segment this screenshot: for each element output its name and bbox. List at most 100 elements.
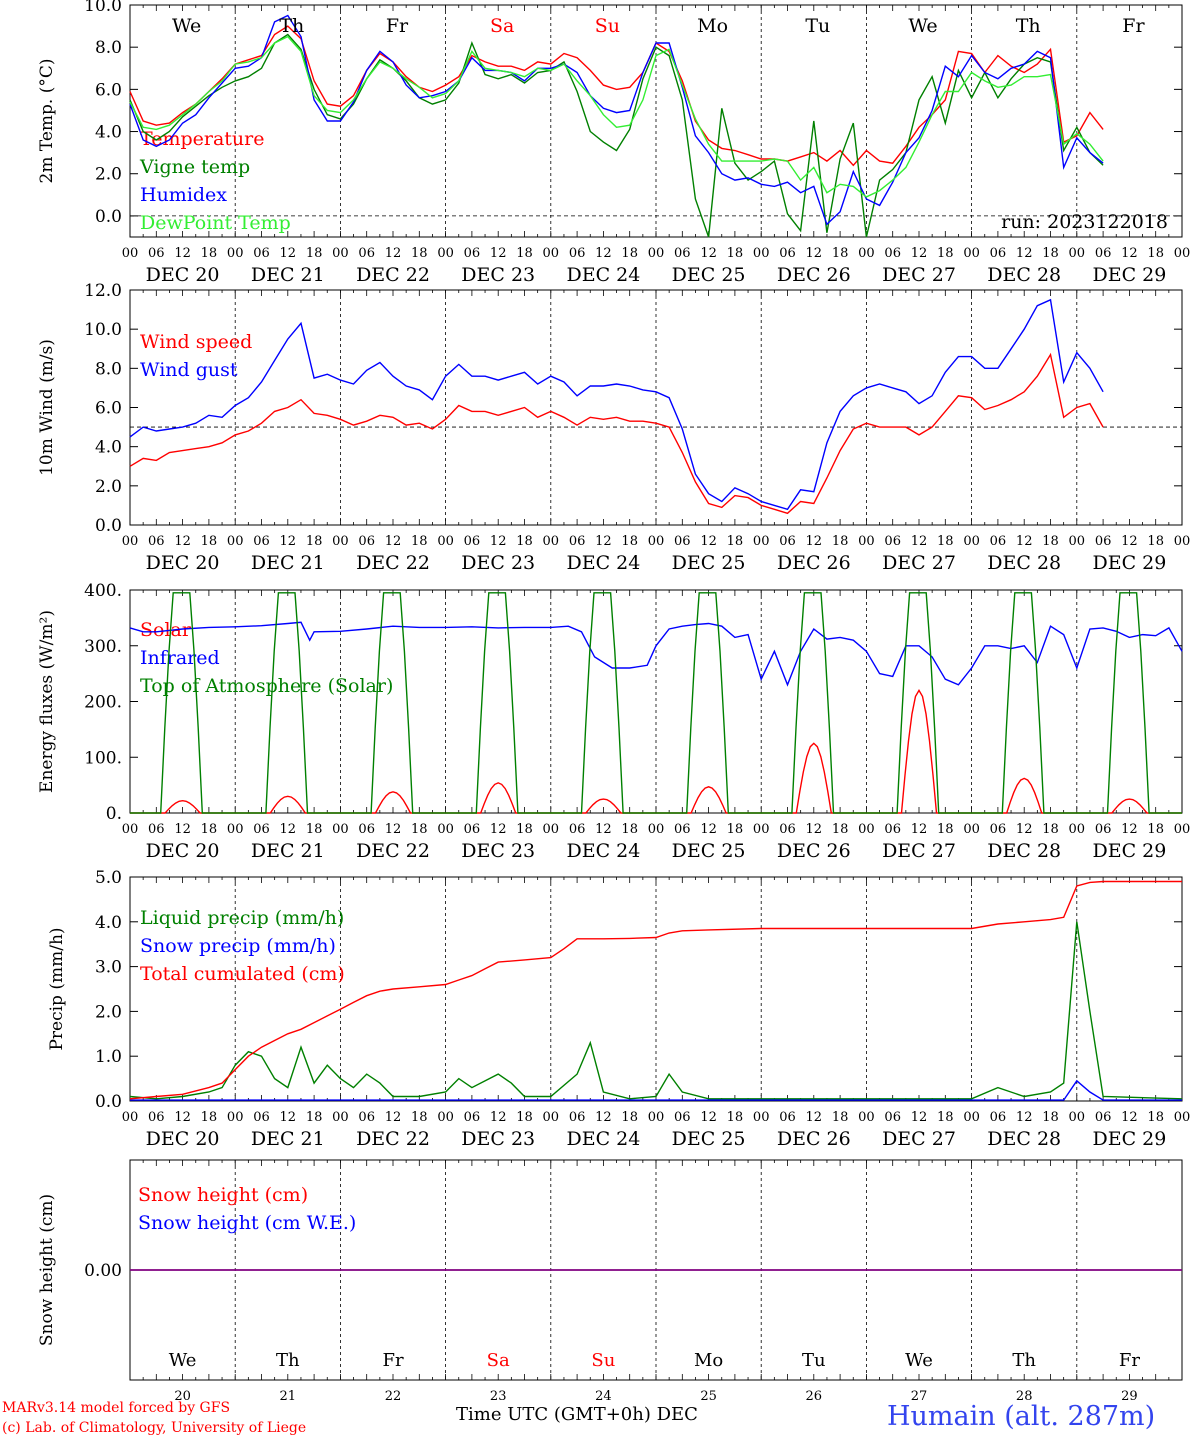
hour-tick-label: 00 (648, 822, 665, 837)
y-tick-label: 10.0 (84, 0, 122, 16)
y-tick-label: 6.0 (95, 399, 122, 419)
hour-tick-label: 06 (358, 822, 375, 837)
series-line-liquid-precip-mm-h (129, 921, 1183, 1100)
hour-tick-label: 12 (385, 534, 402, 549)
hour-tick-label: 00 (543, 1110, 560, 1125)
hour-tick-label: 06 (569, 1110, 586, 1125)
hour-tick-label: 00 (963, 534, 980, 549)
hour-tick-label: 18 (937, 534, 954, 549)
hour-tick-label: 18 (621, 246, 638, 261)
hour-tick-label: 06 (779, 822, 796, 837)
legend-snow-height-cm: Snow height (cm) (138, 1184, 308, 1206)
hour-tick-label: 12 (595, 246, 612, 261)
day-of-week-label: Su (595, 15, 620, 37)
hour-tick-label: 18 (832, 822, 849, 837)
legend-snow-precip-mm-h: Snow precip (mm/h) (140, 935, 336, 957)
hour-tick-label: 12 (280, 822, 297, 837)
hour-tick-label: 00 (122, 534, 139, 549)
hour-tick-label: 12 (1121, 1110, 1138, 1125)
hour-tick-label: 00 (858, 822, 875, 837)
hour-tick-label: 06 (358, 534, 375, 549)
y-tick-label: 2.0 (95, 477, 122, 497)
y-tick-label: 2.0 (95, 165, 122, 185)
date-label: DEC 29 (1092, 1128, 1166, 1150)
day-of-week-label: Th (1016, 15, 1041, 37)
hour-tick-label: 00 (648, 534, 665, 549)
y-tick-label: 8.0 (95, 359, 122, 379)
day-number-label: 25 (700, 1389, 717, 1404)
hour-tick-label: 06 (569, 534, 586, 549)
hour-tick-label: 12 (911, 246, 928, 261)
hour-tick-label: 12 (490, 246, 507, 261)
hour-tick-label: 06 (990, 246, 1007, 261)
hour-tick-label: 12 (490, 822, 507, 837)
hour-tick-label: 00 (227, 822, 244, 837)
date-label: DEC 25 (672, 552, 746, 574)
legend-humidex: Humidex (140, 184, 227, 206)
date-label: DEC 27 (882, 264, 956, 286)
series-line-vigne-temp (129, 33, 1104, 238)
y-tick-label: 2.0 (95, 1002, 122, 1022)
hour-tick-label: 18 (1147, 246, 1164, 261)
hour-tick-label: 06 (1095, 246, 1112, 261)
legend-infrared: Infrared (140, 647, 220, 669)
hour-tick-label: 00 (332, 246, 349, 261)
day-of-week-label: We (905, 1350, 933, 1371)
legend-vigne-temp: Vigne temp (139, 156, 250, 178)
hour-tick-label: 00 (227, 246, 244, 261)
legend-temperature: Temperature (140, 128, 264, 150)
hour-tick-label: 12 (700, 822, 717, 837)
day-number-label: 20 (174, 1389, 191, 1404)
day-of-week-label: We (169, 1350, 197, 1371)
date-label: DEC 29 (1092, 264, 1166, 286)
date-label: DEC 26 (777, 552, 851, 574)
legend-snow-height-cm-w-e: Snow height (cm W.E.) (138, 1212, 356, 1234)
day-of-week-label: Mo (694, 1350, 723, 1371)
hour-tick-label: 18 (411, 1110, 428, 1125)
hour-tick-label: 06 (884, 534, 901, 549)
hour-tick-label: 06 (990, 1110, 1007, 1125)
hour-tick-label: 12 (911, 822, 928, 837)
y-tick-label: 100. (84, 748, 122, 768)
y-axis-title: 2m Temp. (°C) (37, 58, 57, 183)
date-label: DEC 29 (1092, 552, 1166, 574)
hour-tick-label: 12 (911, 534, 928, 549)
hour-tick-label: 18 (306, 246, 323, 261)
hour-tick-label: 00 (437, 534, 454, 549)
series-line-snow-precip-mm-h (130, 1079, 1182, 1101)
hour-tick-label: 18 (411, 534, 428, 549)
hour-tick-label: 00 (332, 1110, 349, 1125)
legend-total-cumulated-cm: Total cumulated (cm) (140, 963, 345, 985)
date-label: DEC 28 (987, 1128, 1061, 1150)
day-number-label: 24 (595, 1389, 612, 1404)
hour-tick-label: 06 (148, 534, 165, 549)
hour-tick-label: 00 (1174, 246, 1191, 261)
series-line-dewpoint-temp (129, 35, 1104, 198)
date-label: DEC 20 (146, 264, 220, 286)
date-label: DEC 24 (566, 1128, 640, 1150)
lab-credit: (c) Lab. of Climatology, University of L… (2, 1420, 307, 1436)
hour-tick-label: 00 (963, 246, 980, 261)
hour-tick-label: 00 (963, 1110, 980, 1125)
date-label: DEC 24 (566, 552, 640, 574)
date-label: DEC 22 (356, 1128, 430, 1150)
hour-tick-label: 06 (779, 246, 796, 261)
hour-tick-label: 12 (174, 534, 191, 549)
y-tick-label: 4.0 (95, 913, 122, 933)
hour-tick-label: 06 (464, 1110, 481, 1125)
hour-tick-label: 18 (727, 246, 744, 261)
date-label: DEC 20 (146, 552, 220, 574)
date-label: DEC 27 (882, 552, 956, 574)
hour-tick-label: 00 (122, 246, 139, 261)
hour-tick-label: 06 (358, 1110, 375, 1125)
hour-tick-label: 00 (858, 1110, 875, 1125)
hour-tick-label: 18 (1147, 1110, 1164, 1125)
hour-tick-label: 12 (1016, 822, 1033, 837)
y-tick-label: 4.0 (95, 123, 122, 143)
date-label: DEC 22 (356, 264, 430, 286)
day-of-week-label: Th (1012, 1350, 1036, 1371)
hour-tick-label: 06 (1095, 534, 1112, 549)
hour-tick-label: 06 (253, 1110, 270, 1125)
series-line-total-cumulated-cm (129, 880, 1182, 1100)
day-number-label: 21 (280, 1389, 297, 1404)
